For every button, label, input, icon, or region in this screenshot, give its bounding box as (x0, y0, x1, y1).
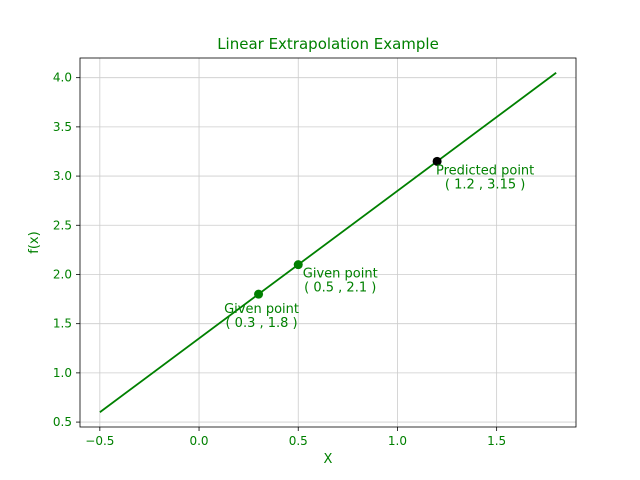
y-tick-label: 1.0 (53, 366, 72, 380)
predicted-point-marker (432, 156, 442, 166)
given-point-marker (293, 260, 303, 270)
y-tick-label: 2.0 (53, 267, 72, 281)
series-layer (99, 72, 557, 413)
y-tick-label: 2.5 (53, 218, 72, 232)
x-tick-label: 0.5 (289, 434, 308, 448)
x-tick-label: 1.0 (388, 434, 407, 448)
y-axis: 0.5 1.0 1.5 2.0 2.5 3.0 3.5 4.0 (53, 71, 80, 429)
y-tick-label: 3.0 (53, 169, 72, 183)
x-axis-label: X (324, 452, 333, 467)
point-annotation-title: Given point (224, 302, 299, 317)
plot-frame (79, 57, 577, 428)
x-tick-label: 0.0 (189, 434, 208, 448)
x-tick-label: −0.5 (85, 434, 114, 448)
point-annotation-coords: ( 1.2 , 3.15 ) (445, 177, 525, 192)
y-tick-label: 3.5 (53, 120, 72, 134)
y-tick-label: 0.5 (53, 415, 72, 429)
point-annotation-title: Predicted point (436, 163, 534, 178)
point-annotation-coords: ( 0.5 , 2.1 ) (304, 281, 376, 296)
y-axis-label: f(x) (27, 231, 42, 253)
y-tick-label: 4.0 (53, 71, 72, 85)
point-annotation-title: Given point (303, 267, 378, 282)
x-tick-label: 1.5 (487, 434, 506, 448)
extrapolation-line (99, 72, 557, 413)
point-annotation-coords: ( 0.3 , 1.8 ) (225, 316, 297, 331)
x-axis: −0.5 0.0 0.5 1.0 1.5 (85, 427, 506, 448)
annotations-layer: Given point( 0.3 , 1.8 )Given point( 0.5… (224, 163, 534, 331)
chart-title: Linear Extrapolation Example (217, 35, 439, 53)
points-layer (254, 156, 442, 299)
given-point-marker (254, 289, 264, 299)
grid-lines (80, 58, 576, 427)
y-tick-label: 1.5 (53, 317, 72, 331)
